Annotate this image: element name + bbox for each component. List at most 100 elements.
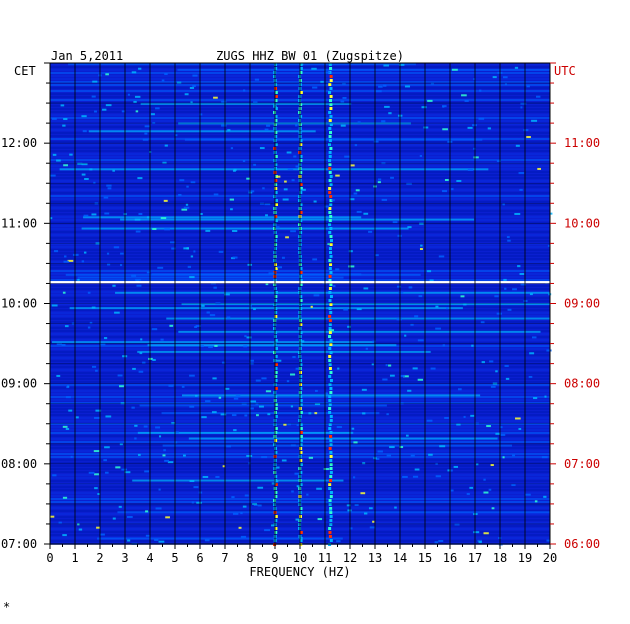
right-tick-label: 10:00 bbox=[564, 216, 600, 230]
spectral-speckle bbox=[221, 100, 227, 103]
spectral-speckle bbox=[418, 295, 423, 298]
spectral-speckle bbox=[504, 287, 507, 290]
spectral-speckle bbox=[225, 387, 230, 390]
spectral-speckle bbox=[135, 110, 139, 113]
spectral-speckle bbox=[206, 311, 210, 314]
spectral-speckle bbox=[457, 388, 462, 391]
event-line bbox=[81, 227, 409, 230]
spectral-speckle bbox=[138, 370, 144, 373]
frequency-streak bbox=[274, 135, 278, 138]
spectral-speckle bbox=[274, 480, 279, 483]
spectral-speckle bbox=[246, 455, 253, 458]
spectral-speckle bbox=[514, 66, 519, 69]
spectral-speckle bbox=[81, 173, 86, 176]
frequency-streak bbox=[299, 211, 303, 214]
spectral-speckle bbox=[515, 144, 520, 147]
spectral-speckle bbox=[105, 73, 109, 76]
event-line bbox=[161, 412, 380, 415]
spectral-speckle bbox=[221, 124, 227, 127]
frequency-streak bbox=[299, 395, 303, 398]
x-tick-label: 5 bbox=[171, 551, 178, 565]
spectral-speckle bbox=[507, 308, 512, 311]
frequency-streak bbox=[328, 335, 332, 338]
spectral-speckle bbox=[451, 188, 454, 191]
frequency-streak bbox=[274, 331, 278, 334]
spectral-speckle bbox=[133, 100, 137, 103]
spectral-speckle bbox=[69, 153, 73, 156]
spectral-speckle bbox=[194, 394, 198, 397]
spectral-speckle bbox=[483, 478, 486, 481]
frequency-streak bbox=[328, 395, 332, 398]
spectral-speckle bbox=[231, 496, 235, 499]
spectral-speckle bbox=[230, 208, 233, 211]
frequency-streak bbox=[299, 427, 303, 430]
spectral-speckle bbox=[244, 494, 249, 497]
spectral-speckle bbox=[199, 113, 203, 116]
frequency-streak bbox=[274, 163, 278, 166]
event-line bbox=[51, 341, 374, 344]
event-line bbox=[178, 122, 411, 125]
event-line bbox=[140, 102, 352, 105]
spectral-speckle bbox=[363, 512, 368, 515]
spectral-speckle bbox=[127, 93, 130, 96]
spectral-speckle bbox=[183, 206, 190, 209]
frequency-streak bbox=[329, 255, 333, 258]
spectral-speckle bbox=[281, 256, 285, 259]
spectral-speckle bbox=[439, 445, 446, 448]
spectral-speckle bbox=[301, 340, 305, 343]
x-tick-label: 16 bbox=[443, 551, 457, 565]
spectral-speckle bbox=[394, 506, 397, 509]
frequency-streak bbox=[328, 275, 332, 278]
spectral-speckle bbox=[89, 168, 93, 171]
frequency-streak bbox=[274, 179, 278, 182]
frequency-streak bbox=[274, 155, 278, 158]
spectral-speckle bbox=[231, 414, 237, 417]
frequency-streak bbox=[274, 515, 278, 518]
spectral-speckle bbox=[296, 423, 299, 426]
frequency-streak bbox=[274, 131, 278, 134]
spectral-speckle bbox=[337, 367, 340, 370]
frequency-streak bbox=[299, 451, 303, 454]
frequency-streak bbox=[328, 355, 332, 358]
spectral-speckle bbox=[284, 180, 287, 183]
spectral-speckle bbox=[131, 71, 137, 74]
spectral-speckle bbox=[528, 375, 533, 378]
event-line bbox=[147, 344, 397, 347]
spectral-speckle bbox=[481, 361, 485, 364]
frequency-streak bbox=[299, 139, 303, 142]
spectral-speckle bbox=[155, 426, 161, 429]
frequency-streak bbox=[274, 307, 278, 310]
frequency-streak bbox=[329, 75, 333, 78]
spectral-speckle bbox=[202, 476, 209, 479]
spectral-speckle bbox=[144, 125, 150, 128]
spectral-speckle bbox=[94, 487, 98, 490]
frequency-streak bbox=[328, 279, 332, 282]
spectral-speckle bbox=[64, 255, 67, 258]
spectral-speckle bbox=[56, 159, 61, 162]
spectral-speckle bbox=[490, 464, 494, 467]
frequency-streak bbox=[328, 327, 332, 330]
spectral-speckle bbox=[404, 334, 407, 337]
spectral-speckle bbox=[242, 160, 246, 163]
spectral-speckle bbox=[213, 193, 219, 196]
frequency-streak bbox=[329, 283, 333, 286]
spectral-speckle bbox=[285, 236, 289, 239]
spectral-speckle bbox=[146, 216, 151, 219]
frequency-streak bbox=[299, 431, 303, 434]
spectral-speckle bbox=[162, 161, 167, 164]
spectral-speckle bbox=[323, 468, 330, 471]
spectral-speckle bbox=[51, 117, 57, 120]
spectral-speckle bbox=[291, 490, 294, 493]
spectral-speckle bbox=[66, 386, 69, 389]
spectral-speckle bbox=[103, 337, 108, 340]
spectral-speckle bbox=[181, 208, 188, 211]
frequency-streak bbox=[329, 539, 333, 542]
spectral-speckle bbox=[419, 154, 423, 157]
spectral-speckle bbox=[290, 405, 294, 408]
spectral-speckle bbox=[103, 459, 107, 462]
spectral-speckle bbox=[460, 295, 465, 298]
frequency-streak bbox=[329, 459, 333, 462]
spectral-speckle bbox=[248, 462, 251, 465]
spectral-speckle bbox=[544, 395, 547, 398]
frequency-streak bbox=[274, 295, 278, 298]
